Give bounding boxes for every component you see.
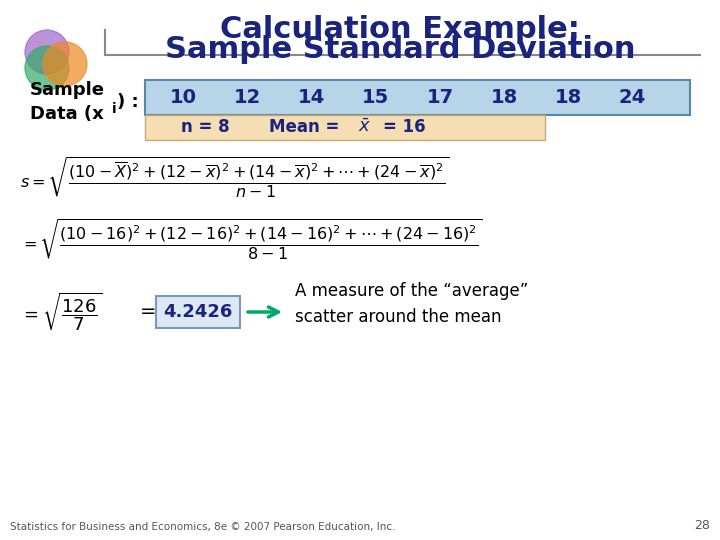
Circle shape	[25, 30, 69, 74]
Text: A measure of the “average”
scatter around the mean: A measure of the “average” scatter aroun…	[295, 282, 528, 326]
Text: $s = \sqrt{\dfrac{(10-\overline{X})^2 + (12-\overline{x})^2 + (14-\overline{x})^: $s = \sqrt{\dfrac{(10-\overline{X})^2 + …	[20, 156, 449, 200]
Text: 14: 14	[298, 88, 325, 107]
Text: ) :: ) :	[117, 93, 139, 111]
Text: =: =	[140, 302, 156, 321]
Text: 17: 17	[426, 88, 454, 107]
Text: Mean =: Mean =	[269, 118, 345, 137]
Text: 10: 10	[170, 88, 197, 107]
Text: 18: 18	[554, 88, 582, 107]
Text: $= \sqrt{\dfrac{(10-16)^2 + (12-16)^2 + (14-16)^2 + \cdots + (24-16)^2}{8-1}}$: $= \sqrt{\dfrac{(10-16)^2 + (12-16)^2 + …	[20, 218, 482, 262]
Text: n = 8: n = 8	[181, 118, 229, 137]
Text: i: i	[112, 102, 117, 116]
Text: 18: 18	[490, 88, 518, 107]
FancyBboxPatch shape	[156, 296, 240, 328]
FancyBboxPatch shape	[145, 80, 690, 115]
Text: 12: 12	[234, 88, 261, 107]
Text: 24: 24	[618, 88, 646, 107]
FancyArrowPatch shape	[248, 307, 279, 317]
FancyBboxPatch shape	[145, 115, 545, 140]
Text: = 16: = 16	[383, 118, 426, 137]
Text: $= \sqrt{\dfrac{126}{7}}$: $= \sqrt{\dfrac{126}{7}}$	[20, 291, 102, 333]
Text: Statistics for Business and Economics, 8e © 2007 Pearson Education, Inc.: Statistics for Business and Economics, 8…	[10, 522, 395, 532]
Text: 15: 15	[362, 88, 390, 107]
Text: Sample Standard Deviation: Sample Standard Deviation	[165, 36, 635, 64]
Text: Calculation Example:: Calculation Example:	[220, 16, 580, 44]
Text: $\bar{x}$: $\bar{x}$	[359, 118, 372, 137]
Text: 28: 28	[694, 519, 710, 532]
Text: 4.2426: 4.2426	[163, 303, 233, 321]
Circle shape	[43, 42, 87, 86]
Circle shape	[25, 46, 69, 90]
Text: Sample
Data (x: Sample Data (x	[30, 81, 105, 123]
